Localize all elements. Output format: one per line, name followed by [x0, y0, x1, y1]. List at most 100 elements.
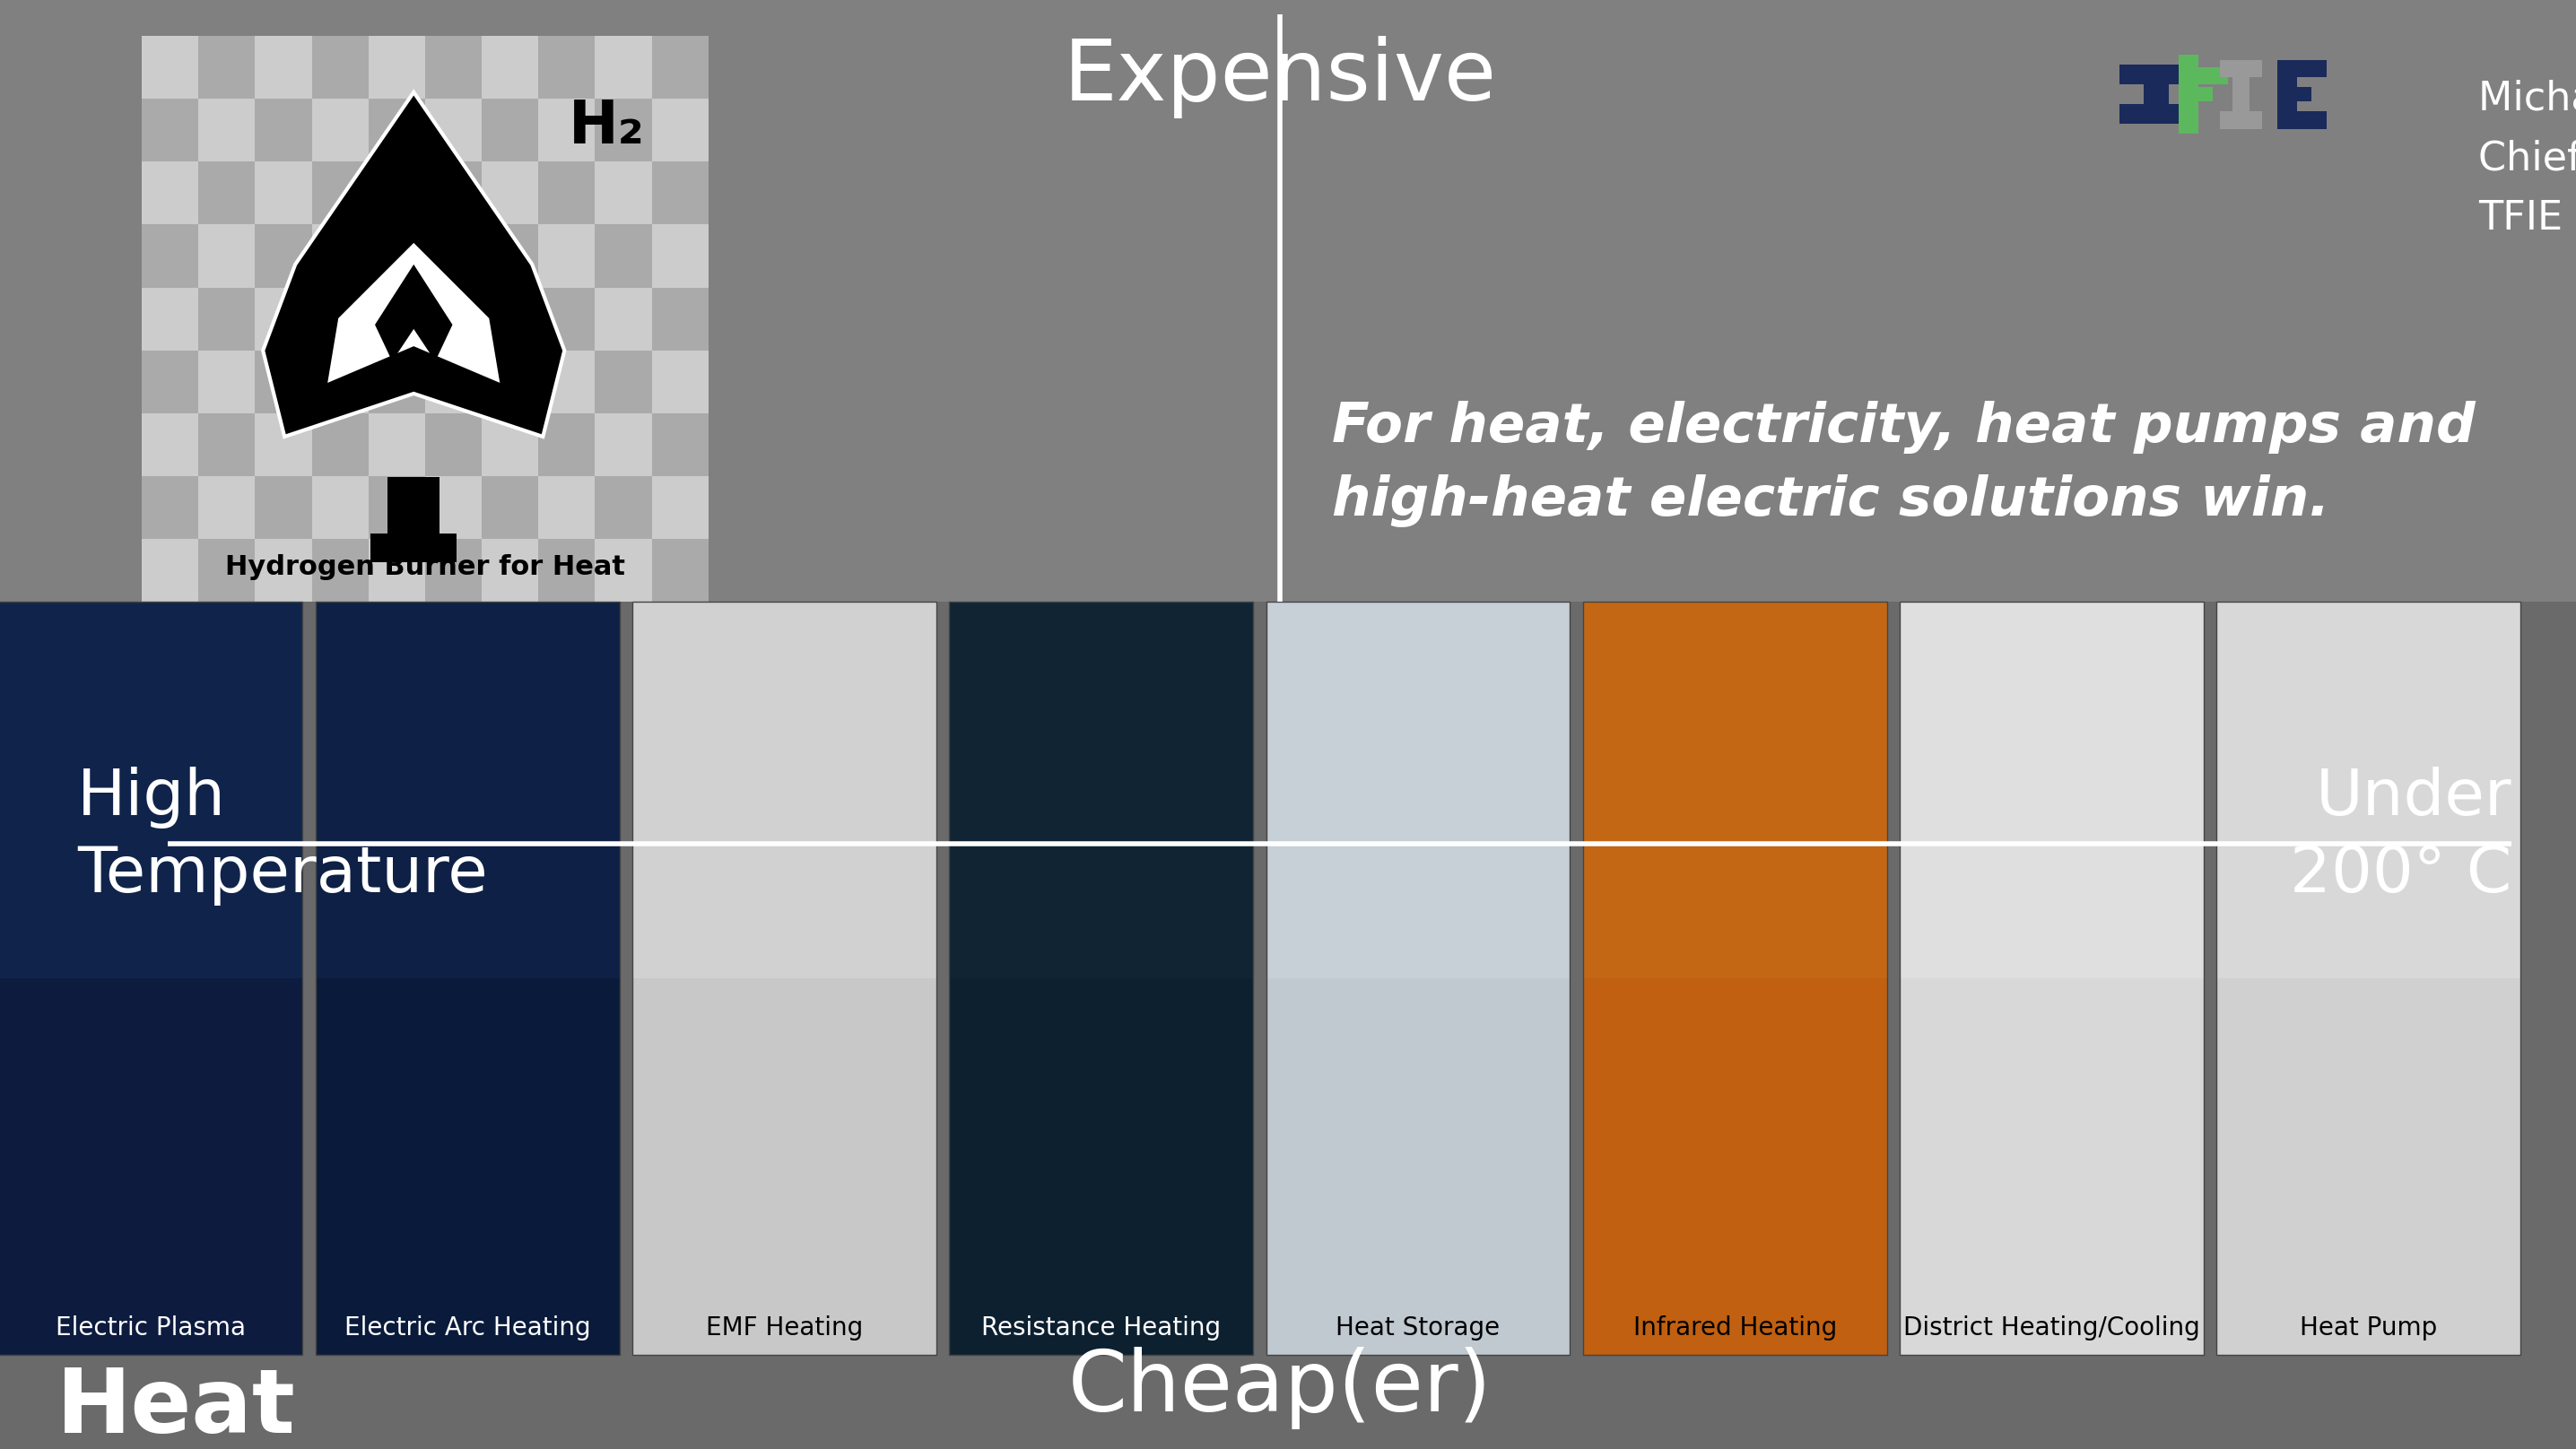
Bar: [652, 36, 708, 99]
Text: Heat Storage: Heat Storage: [1337, 1316, 1499, 1340]
Bar: [312, 475, 368, 539]
Bar: [142, 351, 198, 413]
Bar: [1267, 601, 1571, 978]
Bar: [1899, 601, 2205, 1355]
Text: EMF Heating: EMF Heating: [706, 1316, 863, 1340]
Bar: [198, 36, 255, 99]
Bar: [142, 413, 198, 475]
Bar: [142, 162, 198, 225]
Bar: [538, 351, 595, 413]
Bar: [425, 225, 482, 287]
Bar: [425, 351, 482, 413]
Bar: [538, 539, 595, 601]
Bar: [595, 225, 652, 287]
Bar: [595, 351, 652, 413]
Bar: [948, 601, 1252, 1355]
Bar: [2221, 112, 2262, 129]
Bar: [2215, 601, 2522, 978]
Bar: [538, 413, 595, 475]
Bar: [1267, 601, 1571, 1355]
Bar: [368, 287, 425, 351]
Bar: [142, 539, 198, 601]
Bar: [368, 413, 425, 475]
Bar: [198, 351, 255, 413]
Text: Cheap(er): Cheap(er): [1069, 1348, 1492, 1429]
Polygon shape: [376, 264, 453, 361]
Bar: [368, 225, 425, 287]
Bar: [634, 601, 938, 1355]
Bar: [482, 539, 538, 601]
Bar: [368, 36, 425, 99]
Bar: [198, 287, 255, 351]
Bar: [2277, 112, 2326, 129]
Bar: [538, 162, 595, 225]
Bar: [198, 162, 255, 225]
Bar: [317, 601, 618, 978]
Bar: [142, 287, 198, 351]
Text: Hydrogen Burner for Heat: Hydrogen Burner for Heat: [224, 555, 626, 581]
Bar: [371, 533, 456, 562]
Bar: [1582, 601, 1886, 1355]
Bar: [142, 475, 198, 539]
Bar: [2120, 65, 2192, 84]
Bar: [0, 601, 304, 1355]
Bar: [482, 413, 538, 475]
Text: H₂: H₂: [569, 97, 644, 156]
Bar: [595, 99, 652, 162]
Bar: [482, 351, 538, 413]
Bar: [425, 99, 482, 162]
Bar: [948, 601, 1252, 978]
Bar: [368, 539, 425, 601]
Bar: [482, 287, 538, 351]
Bar: [538, 99, 595, 162]
Bar: [312, 287, 368, 351]
Bar: [652, 287, 708, 351]
Bar: [1267, 601, 1571, 1355]
Bar: [425, 475, 482, 539]
Bar: [0, 601, 304, 978]
Polygon shape: [263, 93, 564, 436]
Bar: [255, 475, 312, 539]
Bar: [2179, 67, 2228, 84]
Bar: [2179, 55, 2197, 133]
Bar: [1582, 601, 1886, 978]
Text: Electric Plasma: Electric Plasma: [57, 1316, 245, 1340]
Bar: [2277, 87, 2311, 101]
Bar: [2221, 59, 2262, 77]
Bar: [1899, 601, 2205, 978]
Bar: [634, 601, 938, 1355]
Bar: [2179, 87, 2213, 101]
Bar: [482, 225, 538, 287]
Bar: [2233, 59, 2249, 129]
Bar: [595, 413, 652, 475]
Text: High
Temperature: High Temperature: [77, 767, 487, 906]
Text: Expensive: Expensive: [1064, 36, 1497, 119]
Bar: [948, 601, 1252, 1355]
Bar: [482, 99, 538, 162]
Bar: [255, 539, 312, 601]
Bar: [652, 351, 708, 413]
Bar: [482, 475, 538, 539]
Bar: [198, 413, 255, 475]
Bar: [255, 351, 312, 413]
Bar: [142, 36, 198, 99]
Bar: [142, 99, 198, 162]
Bar: [368, 351, 425, 413]
Bar: [368, 99, 425, 162]
Text: Resistance Heating: Resistance Heating: [981, 1316, 1221, 1340]
Bar: [595, 287, 652, 351]
Bar: [1582, 601, 1886, 1355]
Bar: [595, 162, 652, 225]
Bar: [255, 162, 312, 225]
Text: District Heating/Cooling: District Heating/Cooling: [1904, 1316, 2200, 1340]
Bar: [312, 413, 368, 475]
Bar: [198, 99, 255, 162]
Text: Infrared Heating: Infrared Heating: [1633, 1316, 1837, 1340]
Bar: [2277, 59, 2326, 77]
Bar: [538, 225, 595, 287]
Bar: [2120, 104, 2192, 123]
Bar: [368, 475, 425, 539]
Polygon shape: [327, 243, 500, 383]
Bar: [2215, 601, 2522, 1355]
Bar: [595, 36, 652, 99]
